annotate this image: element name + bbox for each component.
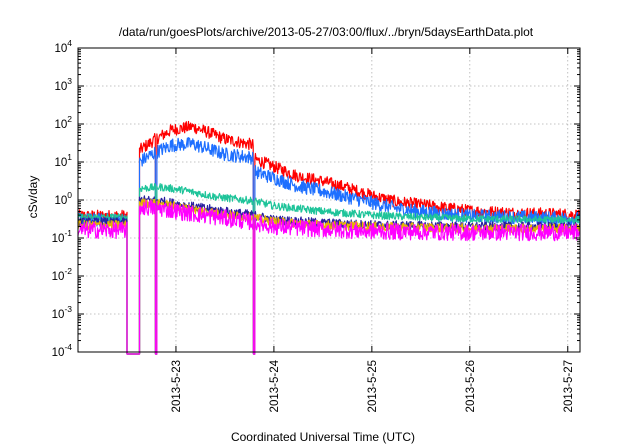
y-tick-label: 103 [54,76,72,93]
y-tick-label: 102 [54,114,72,131]
chart-title: /data/run/goesPlots/archive/2013-05-27/0… [119,25,534,39]
series-layer [77,120,581,355]
axis-ticks: 10-4 10-3 10-2 10-1 100 101 102 103 104 2013-5-23… [52,38,580,412]
y-tick-label: 104 [54,38,72,55]
x-axis-label: Coordinated Universal Time (UTC) [231,430,415,444]
y-tick-label: 100 [54,190,72,207]
x-tick-label: 2013-5-27 [563,360,575,412]
y-tick-label: 101 [54,152,72,169]
series-line [77,199,581,355]
x-tick-label: 2013-5-26 [465,360,477,412]
x-tick-label: 2013-5-23 [171,360,183,412]
y-tick-label: 10-2 [52,266,73,283]
y-tick-label: 10-4 [52,342,73,359]
x-tick-label: 2013-5-25 [367,360,379,412]
y-tick-label: 10-1 [52,228,73,245]
x-tick-label: 2013-5-24 [269,359,281,412]
y-axis-label: cSv/day [26,176,40,219]
y-tick-label: 10-3 [52,304,73,321]
series-line [77,137,581,355]
series-line [77,183,581,355]
